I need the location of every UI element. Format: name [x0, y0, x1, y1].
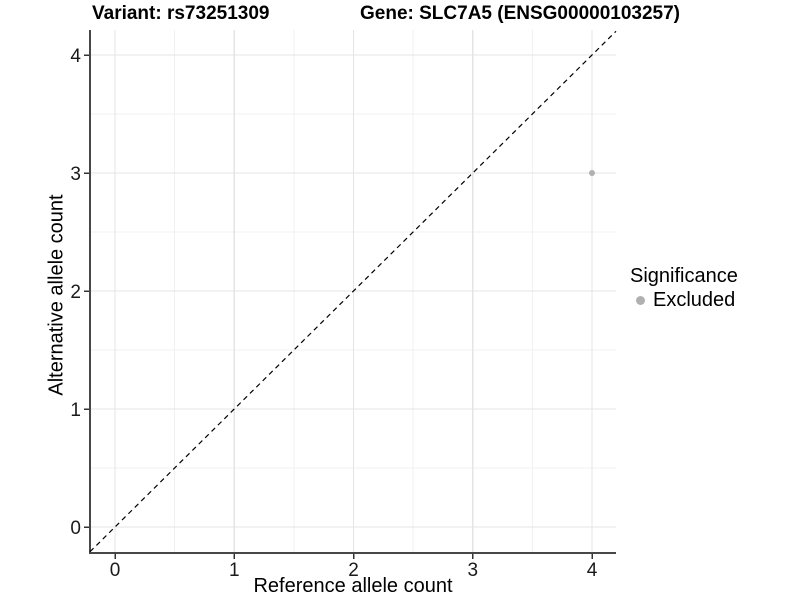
data-point	[589, 170, 595, 176]
x-tick-label: 0	[110, 560, 121, 581]
y-tick-label: 0	[70, 518, 81, 539]
legend-key-dot-icon	[636, 295, 645, 305]
y-tick-label: 2	[70, 282, 81, 303]
legend-item-excluded: Excluded	[630, 289, 738, 311]
y-tick-label: 4	[70, 46, 81, 67]
x-tick-label: 1	[229, 560, 240, 581]
x-axis-title: Reference allele count	[253, 575, 453, 597]
y-tick-label: 3	[70, 164, 81, 185]
variant-title: Variant: rs73251309	[92, 3, 270, 24]
legend-item-label: Excluded	[653, 289, 736, 311]
legend-title: Significance	[630, 265, 738, 287]
identity-reference-line	[89, 30, 617, 553]
x-tick-label: 3	[467, 560, 478, 581]
y-tick-label: 1	[70, 400, 81, 421]
x-tick-label: 4	[587, 560, 598, 581]
legend: Significance Excluded	[630, 265, 738, 311]
gene-title: Gene: SLC7A5 (ENSG00000103257)	[360, 3, 680, 24]
x-tick-label: 2	[348, 560, 359, 581]
y-axis-title: Alternative allele count	[45, 194, 68, 396]
